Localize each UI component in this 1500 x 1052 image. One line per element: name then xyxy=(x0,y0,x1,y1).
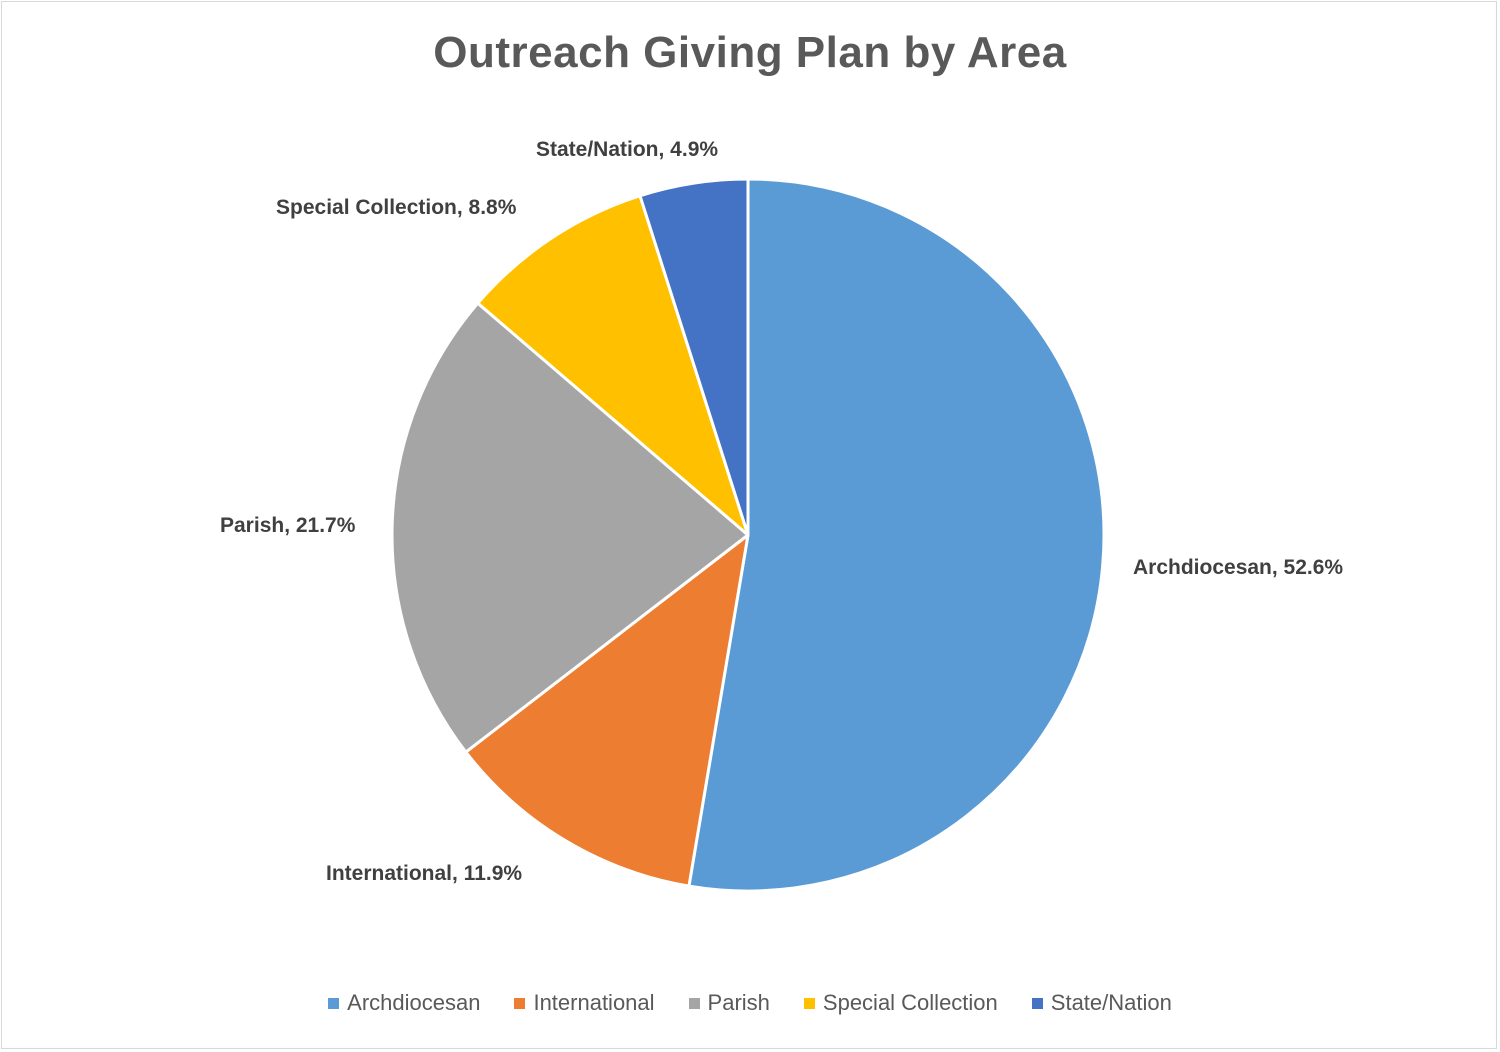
legend-label: State/Nation xyxy=(1050,990,1172,1015)
legend-item-state-nation: State/Nation xyxy=(1031,990,1172,1016)
legend-swatch-special-collection xyxy=(803,997,815,1009)
data-label-parish: Parish, 21.7% xyxy=(220,514,356,537)
pie-slice-archdiocesan xyxy=(687,177,1106,893)
legend-label: Archdiocesan xyxy=(347,990,481,1015)
legend-label: International xyxy=(533,990,655,1015)
data-label-archdiocesan: Archdiocesan, 52.6% xyxy=(1133,556,1344,579)
legend-label: Parish xyxy=(707,990,770,1015)
legend-swatch-international xyxy=(514,997,526,1009)
pie-slice-international xyxy=(464,533,750,888)
legend-swatch-parish xyxy=(688,997,700,1009)
data-label-state-nation: State/Nation, 4.9% xyxy=(536,138,719,161)
data-label-special-collection: Special Collection, 8.8% xyxy=(276,196,517,219)
legend-label: Special Collection xyxy=(822,990,998,1015)
data-label-international: International, 11.9% xyxy=(326,862,523,885)
pie-slice-state-nation xyxy=(638,177,750,537)
legend-swatch-archdiocesan xyxy=(328,997,340,1009)
legend-swatch-state-nation xyxy=(1031,997,1043,1009)
legend-item-parish: Parish xyxy=(688,990,770,1016)
legend-item-special-collection: Special Collection xyxy=(803,990,998,1016)
legend-item-international: International xyxy=(514,990,655,1016)
pie-slice-parish xyxy=(390,301,750,754)
chart-title: Outreach Giving Plan by Area xyxy=(433,28,1067,77)
legend: Archdiocesan International Parish Specia… xyxy=(0,990,1500,1016)
pie-slice-special-collection xyxy=(476,194,750,537)
legend-item-archdiocesan: Archdiocesan xyxy=(328,990,480,1016)
